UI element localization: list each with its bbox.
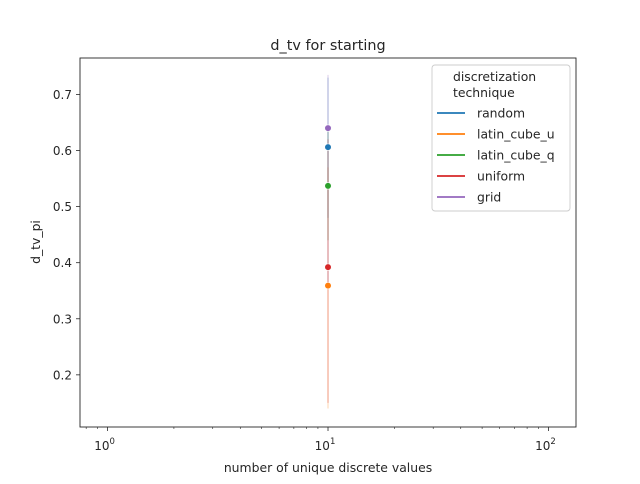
point-grid <box>324 124 332 132</box>
data-points <box>324 124 332 290</box>
point-random <box>324 143 332 151</box>
y-axis-label: d_tv_pi <box>28 220 43 264</box>
x-tick-label: 100 <box>94 437 115 453</box>
legend-label-uniform: uniform <box>477 169 525 184</box>
legend-title-line2: technique <box>453 85 515 100</box>
point-uniform <box>324 263 332 271</box>
x-tick-label: 102 <box>535 437 556 453</box>
legend-label-random: random <box>477 106 525 121</box>
legend-label-grid: grid <box>477 190 501 205</box>
legend-box <box>431 64 571 212</box>
y-tick-label: 0.2 <box>53 368 72 382</box>
x-axis-label: number of unique discrete values <box>224 460 432 475</box>
point-latin_cube_u <box>324 282 332 290</box>
y-tick-label: 0.5 <box>53 200 72 214</box>
x-axis-ticks: 100 101 102 <box>85 427 556 453</box>
legend: discretization technique random latin_cub… <box>431 64 571 212</box>
point-latin_cube_q <box>324 182 332 190</box>
y-tick-label: 0.6 <box>53 144 72 158</box>
legend-label-latin_cube_q: latin_cube_q <box>477 148 555 163</box>
x-tick-label: 101 <box>315 437 336 453</box>
legend-title-line1: discretization <box>453 69 536 84</box>
y-tick-label: 0.3 <box>53 312 72 326</box>
legend-label-latin_cube_u: latin_cube_u <box>477 127 555 142</box>
y-tick-label: 0.7 <box>53 88 72 102</box>
y-axis-ticks: 0.2 0.3 0.4 0.5 0.6 0.7 <box>53 88 80 382</box>
chart-title: d_tv for starting <box>270 38 385 54</box>
y-tick-label: 0.4 <box>53 256 72 270</box>
